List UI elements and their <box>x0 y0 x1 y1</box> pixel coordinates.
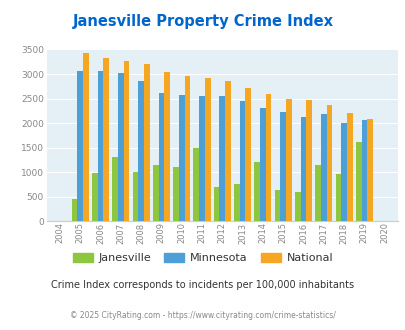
Bar <box>245 88 251 221</box>
Bar <box>83 53 89 221</box>
Bar <box>346 113 352 221</box>
Bar <box>138 82 144 221</box>
Bar <box>103 58 109 221</box>
Bar <box>144 64 149 221</box>
Bar <box>213 187 219 221</box>
Bar <box>355 142 361 221</box>
Bar <box>164 72 170 221</box>
Bar <box>320 114 326 221</box>
Bar <box>335 174 341 221</box>
Bar <box>239 101 245 221</box>
Bar <box>280 112 286 221</box>
Bar <box>274 190 280 221</box>
Bar <box>341 122 346 221</box>
Text: Crime Index corresponds to incidents per 100,000 inhabitants: Crime Index corresponds to incidents per… <box>51 280 354 290</box>
Bar <box>158 93 164 221</box>
Bar <box>294 192 300 221</box>
Bar <box>199 96 205 221</box>
Text: © 2025 CityRating.com - https://www.cityrating.com/crime-statistics/: © 2025 CityRating.com - https://www.city… <box>70 311 335 320</box>
Bar <box>118 73 124 221</box>
Bar <box>112 157 118 221</box>
Bar <box>254 162 260 221</box>
Bar <box>77 71 83 221</box>
Bar <box>153 165 158 221</box>
Bar <box>72 199 77 221</box>
Bar <box>179 95 184 221</box>
Bar <box>124 61 129 221</box>
Bar <box>260 108 265 221</box>
Bar <box>315 165 320 221</box>
Bar <box>173 167 179 221</box>
Bar <box>367 118 372 221</box>
Bar <box>132 172 138 221</box>
Bar <box>300 117 306 221</box>
Bar <box>205 79 210 221</box>
Text: Janesville Property Crime Index: Janesville Property Crime Index <box>72 14 333 29</box>
Bar <box>265 94 271 221</box>
Legend: Janesville, Minnesota, National: Janesville, Minnesota, National <box>68 248 337 268</box>
Bar <box>225 81 230 221</box>
Bar <box>184 77 190 221</box>
Bar <box>306 100 311 221</box>
Bar <box>219 96 225 221</box>
Bar <box>92 173 98 221</box>
Bar <box>326 105 332 221</box>
Bar <box>193 148 199 221</box>
Bar <box>286 99 291 221</box>
Bar <box>234 184 239 221</box>
Bar <box>361 120 367 221</box>
Bar <box>98 71 103 221</box>
